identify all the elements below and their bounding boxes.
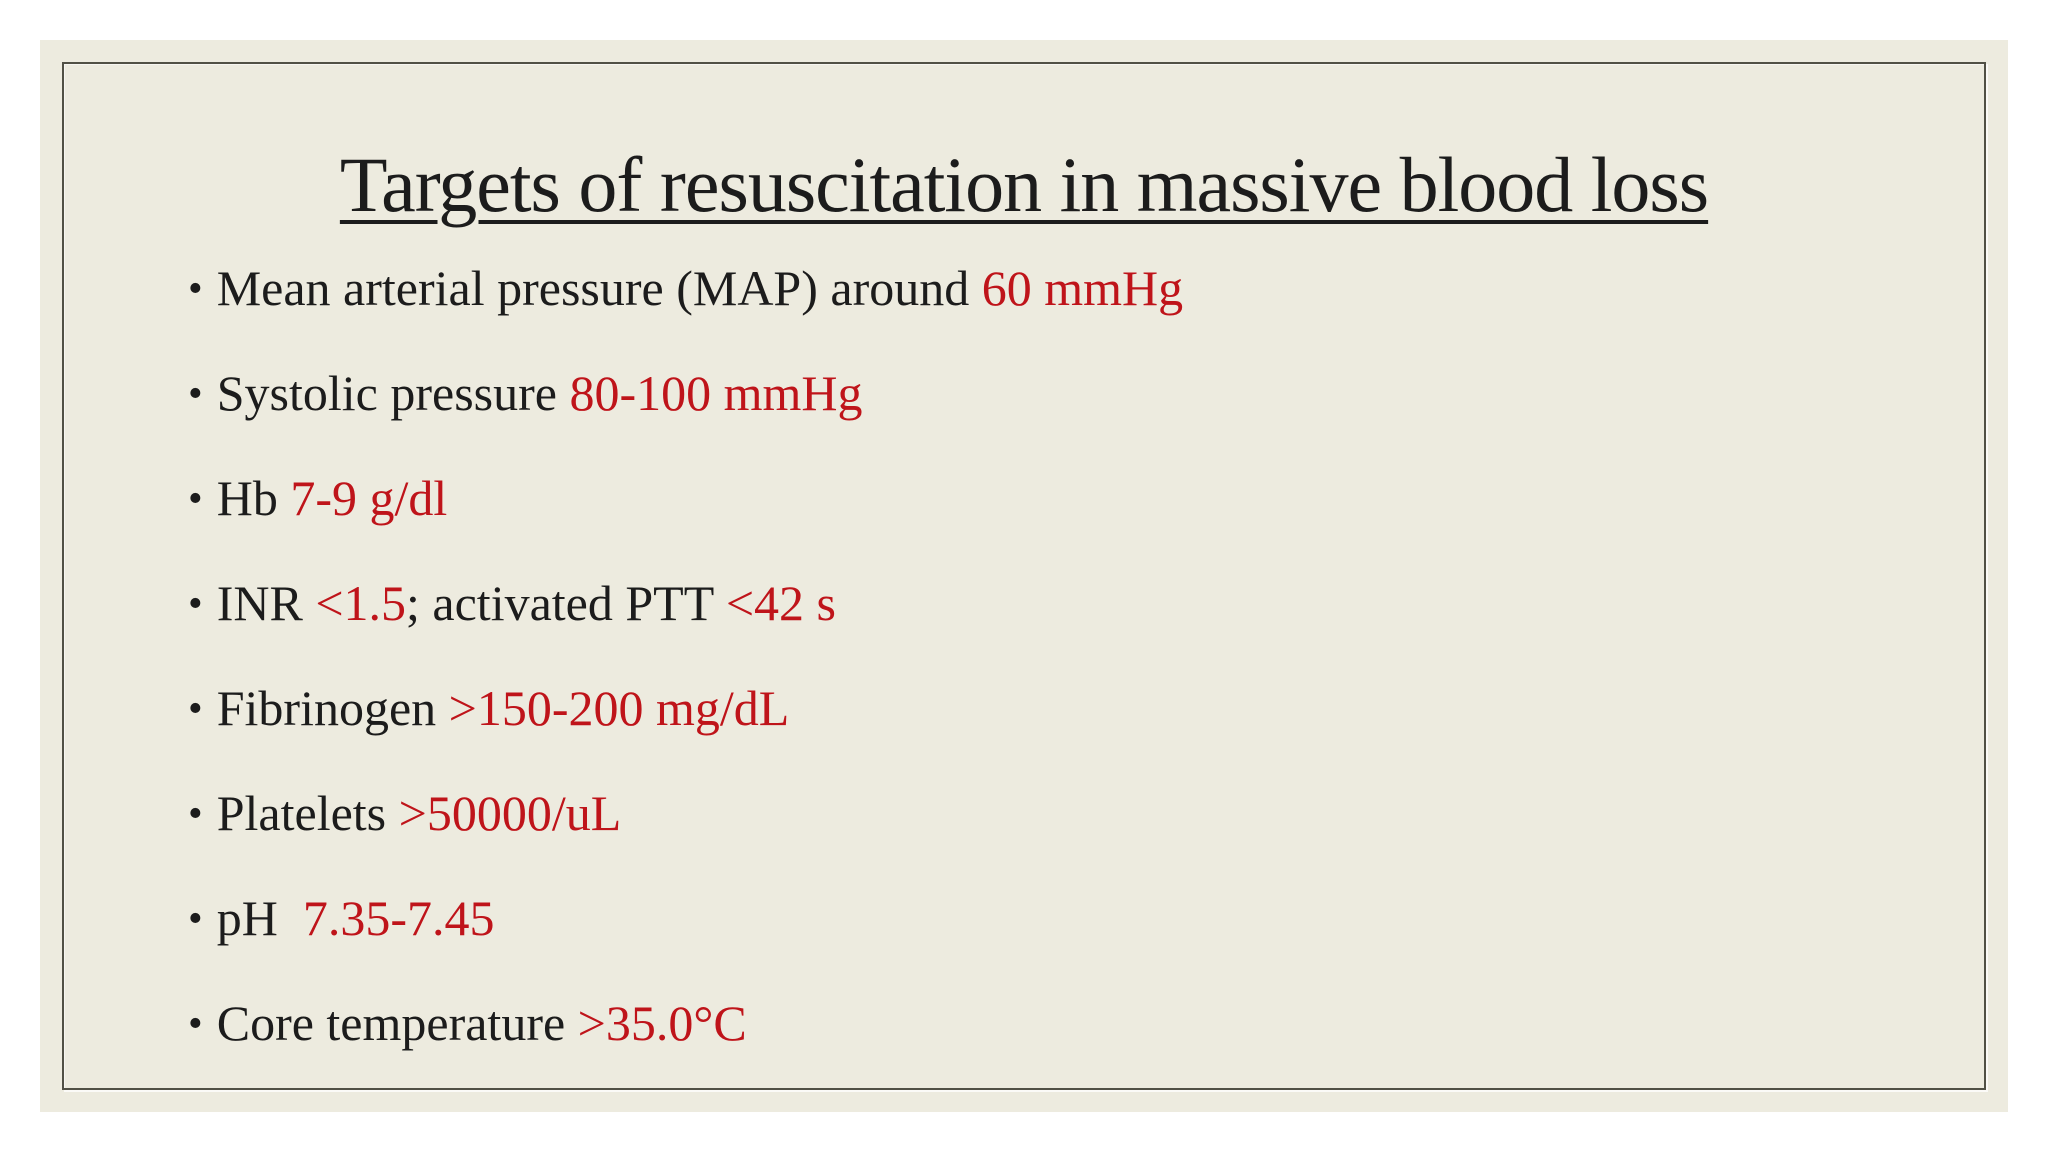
list-item-fibrinogen: • Fibrinogen >150-200 mg/dL: [188, 656, 1183, 761]
bullet-value: 7-9 g/dl: [290, 470, 448, 526]
bullet-text: ; activated PTT: [406, 575, 726, 631]
bullet-icon: •: [188, 266, 203, 312]
bullet-text: INR: [216, 575, 316, 631]
bullet-text: Platelets: [216, 785, 399, 841]
slide: Targets of resuscitation in massive bloo…: [40, 40, 2008, 1112]
bullet-text: Fibrinogen: [216, 680, 449, 736]
list-item-core-temperature: • Core temperature >35.0°C: [188, 971, 1183, 1076]
bullet-icon: •: [188, 581, 203, 627]
bullet-value: 7.35-7.45: [302, 890, 495, 946]
bullet-list: • Mean arterial pressure (MAP) around 60 …: [188, 236, 1183, 1076]
bullet-value: >50000/uL: [398, 785, 622, 841]
bullet-icon: •: [188, 476, 203, 522]
list-item-hb: • Hb 7-9 g/dl: [188, 446, 1183, 551]
list-item-inr-ptt: • INR <1.5; activated PTT <42 s: [188, 551, 1183, 656]
bullet-icon: •: [188, 371, 203, 417]
bullet-icon: •: [188, 896, 203, 942]
slide-title: Targets of resuscitation in massive bloo…: [339, 141, 1709, 228]
bullet-text: pH: [216, 890, 303, 946]
list-item-platelets: • Platelets >50000/uL: [188, 761, 1183, 866]
bullet-text: Core temperature: [216, 995, 578, 1051]
bullet-text: Systolic pressure: [216, 365, 570, 421]
bullet-icon: •: [188, 1001, 203, 1047]
bullet-icon: •: [188, 791, 203, 837]
bullet-value: >150-200 mg/dL: [448, 680, 790, 736]
bullet-value: 80-100 mmHg: [569, 365, 863, 421]
list-item-systolic: • Systolic pressure 80-100 mmHg: [188, 341, 1183, 446]
bullet-value: <1.5: [315, 575, 407, 631]
bullet-text: Hb: [216, 470, 291, 526]
bullet-value: >35.0°C: [577, 995, 747, 1051]
bullet-value: <42 s: [725, 575, 837, 631]
list-item-map: • Mean arterial pressure (MAP) around 60 …: [188, 236, 1183, 341]
bullet-text: Mean arterial pressure (MAP) around: [216, 260, 982, 316]
bullet-icon: •: [188, 686, 203, 732]
list-item-ph: • pH 7.35-7.45: [188, 866, 1183, 971]
bullet-value: 60 mmHg: [981, 260, 1184, 316]
